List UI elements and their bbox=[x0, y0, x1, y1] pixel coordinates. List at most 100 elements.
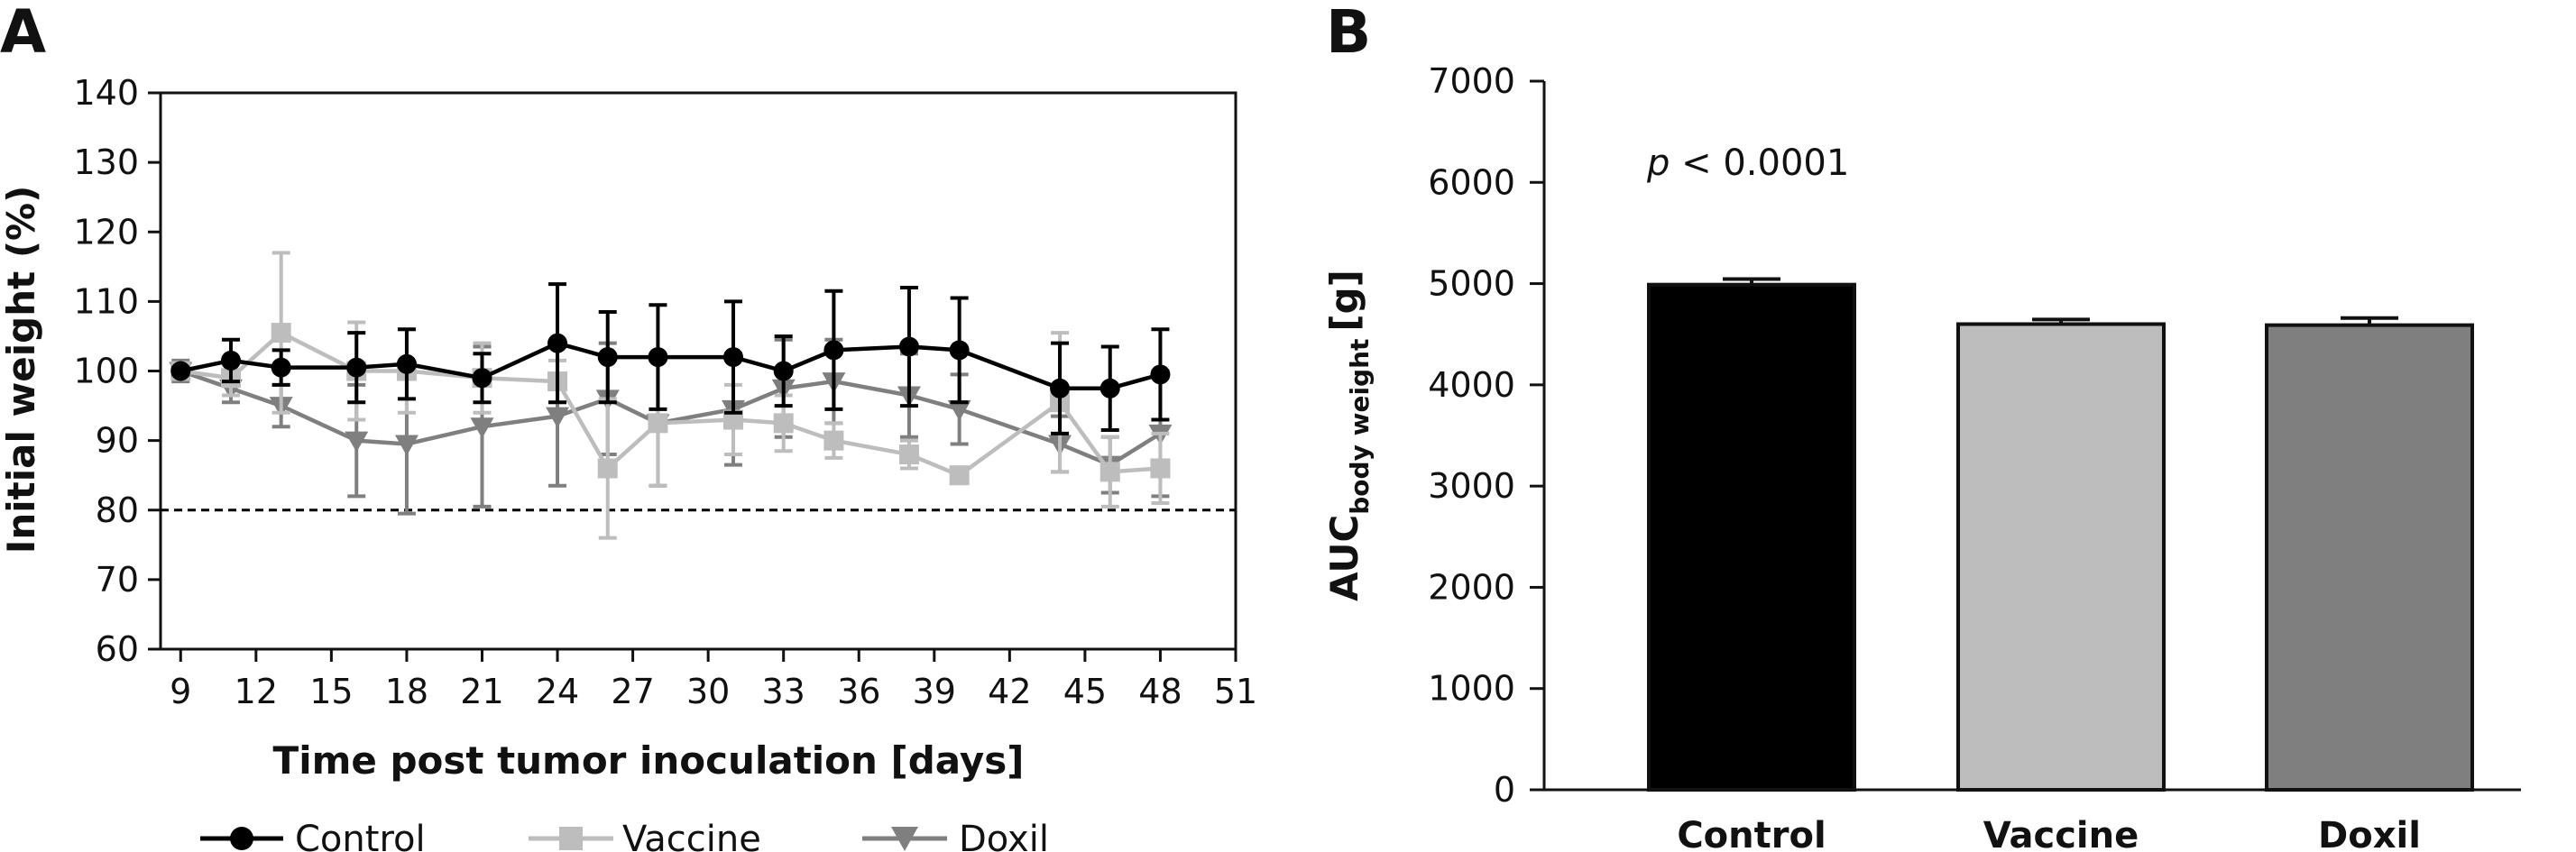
bar-vaccine bbox=[1956, 322, 2166, 792]
point-control bbox=[1150, 364, 1171, 385]
p-value-text: < 0.0001 bbox=[1670, 142, 1849, 184]
category-label-doxil: Doxil bbox=[2318, 815, 2421, 852]
panel-a-label: A bbox=[0, 0, 46, 67]
y-axis-ticks-b: 0 1000 2000 3000 4000 5000 6000 7000 bbox=[1428, 61, 1544, 810]
y-tick-label-b: 0 bbox=[1494, 770, 1515, 810]
point-control bbox=[271, 357, 291, 378]
point-control bbox=[1050, 378, 1071, 399]
legend-marker-control bbox=[230, 827, 253, 850]
point-control bbox=[648, 347, 668, 368]
point-control bbox=[1099, 378, 1120, 399]
point-control bbox=[949, 340, 970, 361]
x-axis-title-a: Time post tumor inoculation [days] bbox=[273, 738, 1025, 783]
y-tick-label: 100 bbox=[73, 352, 139, 391]
x-tick-label: 45 bbox=[1063, 672, 1107, 711]
y-tick-label: 120 bbox=[73, 212, 139, 252]
x-tick-label: 42 bbox=[988, 672, 1031, 711]
legend-label-doxil: Doxil bbox=[959, 819, 1049, 852]
y-tick-label: 130 bbox=[73, 142, 139, 182]
y-tick-label: 140 bbox=[73, 73, 139, 113]
legend-label-vaccine: Vaccine bbox=[622, 819, 761, 852]
point-vaccine bbox=[773, 413, 794, 434]
point-control bbox=[396, 353, 417, 374]
line-chart-panel-a: 60 70 80 90 100 110 120 130 140 9 12 15 18 21 24 27 30 3… bbox=[73, 73, 1257, 711]
y-tick-label-b: 4000 bbox=[1428, 365, 1515, 405]
point-control bbox=[722, 347, 743, 368]
x-tick-label: 15 bbox=[309, 672, 353, 711]
x-tick-label: 33 bbox=[762, 672, 805, 711]
point-vaccine bbox=[271, 323, 291, 344]
auc-subscript: body weight bbox=[1345, 339, 1375, 515]
x-tick-label: 30 bbox=[686, 672, 730, 711]
y-tick-label: 90 bbox=[96, 421, 139, 461]
point-doxil bbox=[470, 417, 494, 439]
line-doxil bbox=[179, 369, 1162, 468]
point-control bbox=[898, 336, 919, 357]
y-tick-label-b: 2000 bbox=[1428, 567, 1515, 607]
series-group-a bbox=[169, 251, 1173, 540]
line-control bbox=[179, 341, 1162, 391]
bars-group-b: Control Vaccine Doxil bbox=[1647, 277, 2474, 852]
bar-control bbox=[1647, 282, 1856, 792]
x-tick-label: 24 bbox=[536, 672, 579, 711]
point-control bbox=[597, 347, 618, 368]
bar-doxil bbox=[2265, 323, 2474, 792]
point-vaccine bbox=[898, 444, 919, 465]
legend-label-control: Control bbox=[295, 819, 426, 852]
point-control bbox=[773, 361, 794, 381]
p-value-annotation: p < 0.0001 bbox=[1646, 142, 1849, 184]
x-tick-label: 9 bbox=[170, 672, 191, 711]
auc-unit: [g] bbox=[1322, 270, 1366, 331]
point-vaccine bbox=[823, 430, 844, 451]
y-tick-label-b: 1000 bbox=[1428, 669, 1515, 709]
series-vaccine bbox=[170, 251, 1171, 540]
x-tick-label: 51 bbox=[1214, 672, 1257, 711]
y-tick-label: 60 bbox=[96, 629, 139, 669]
legend-item-doxil: Doxil bbox=[862, 819, 1049, 852]
x-tick-label: 36 bbox=[837, 672, 880, 711]
point-vaccine bbox=[1150, 458, 1171, 479]
series-control bbox=[170, 282, 1171, 435]
point-control bbox=[220, 350, 241, 371]
point-control bbox=[170, 361, 191, 381]
legend-item-control: Control bbox=[200, 819, 426, 852]
y-tick-label-b: 7000 bbox=[1428, 61, 1515, 101]
point-doxil bbox=[394, 435, 419, 456]
y-tick-label-b: 3000 bbox=[1428, 466, 1515, 506]
point-control bbox=[346, 357, 367, 378]
point-vaccine bbox=[1099, 462, 1120, 482]
point-doxil bbox=[345, 431, 369, 453]
p-symbol: p bbox=[1646, 142, 1670, 184]
x-tick-label: 21 bbox=[460, 672, 503, 711]
y-tick-label: 80 bbox=[96, 490, 139, 530]
point-control bbox=[547, 333, 568, 353]
y-tick-label-b: 6000 bbox=[1428, 162, 1515, 202]
legend-marker-vaccine bbox=[559, 827, 583, 850]
y-axis-title-a: Initial weight (%) bbox=[0, 186, 43, 554]
point-control bbox=[472, 368, 492, 389]
y-tick-label: 110 bbox=[73, 281, 139, 321]
legend: Control Vaccine Doxil bbox=[200, 819, 1049, 852]
point-control bbox=[823, 340, 844, 361]
point-doxil bbox=[947, 399, 971, 421]
point-doxil bbox=[546, 407, 570, 428]
category-label-control: Control bbox=[1677, 815, 1826, 852]
x-tick-label: 48 bbox=[1138, 672, 1182, 711]
x-tick-label: 27 bbox=[611, 672, 654, 711]
x-tick-label: 12 bbox=[235, 672, 278, 711]
panel-b-label: B bbox=[1326, 0, 1371, 67]
x-tick-label: 18 bbox=[385, 672, 428, 711]
x-axis-ticks-a: 9 12 15 18 21 24 27 30 33 36 39 42 45 48 51 bbox=[170, 649, 1257, 711]
x-tick-label: 39 bbox=[913, 672, 956, 711]
point-vaccine bbox=[597, 458, 618, 479]
plot-frame-a bbox=[159, 91, 1237, 651]
legend-item-vaccine: Vaccine bbox=[529, 819, 761, 852]
y-tick-label: 70 bbox=[96, 560, 139, 600]
y-axis-ticks-a: 60 70 80 90 100 110 120 130 140 bbox=[73, 73, 161, 669]
point-vaccine bbox=[949, 465, 970, 486]
point-vaccine bbox=[722, 409, 743, 430]
bar-chart-panel-b: 0 1000 2000 3000 4000 5000 6000 7000 Control Vac… bbox=[1428, 61, 2521, 852]
legend-marker-doxil bbox=[891, 827, 918, 851]
line-vaccine bbox=[179, 330, 1161, 478]
